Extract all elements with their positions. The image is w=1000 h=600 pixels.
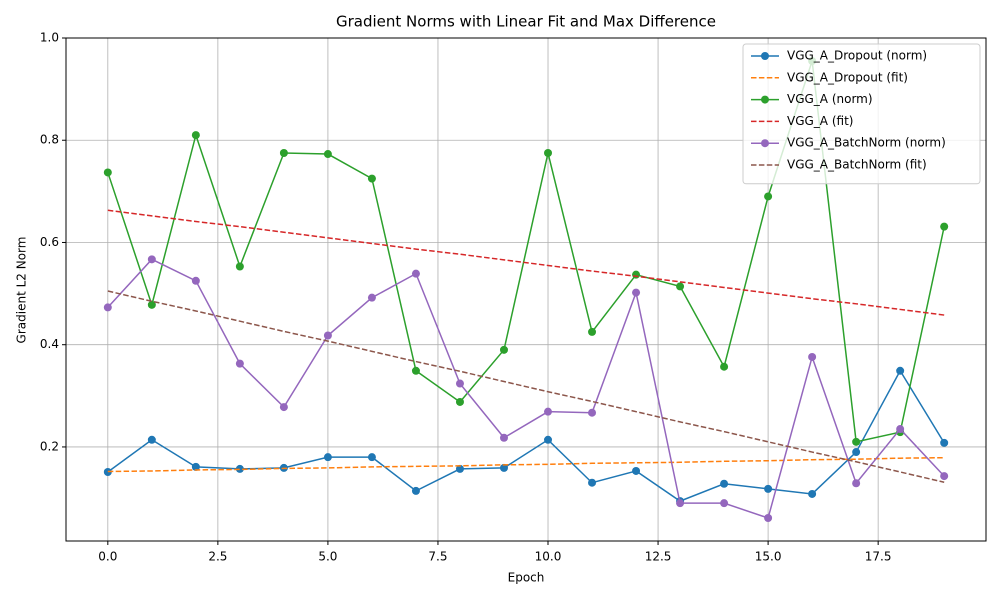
x-tick-label: 17.5 bbox=[865, 550, 892, 564]
x-tick-label: 5.0 bbox=[318, 550, 337, 564]
point bbox=[367, 293, 376, 302]
point bbox=[896, 425, 905, 434]
point bbox=[544, 149, 553, 158]
point bbox=[632, 270, 641, 279]
point bbox=[852, 479, 861, 488]
grid bbox=[62, 37, 986, 545]
y-tick-label: 0.2 bbox=[40, 439, 59, 453]
point bbox=[367, 174, 376, 183]
point bbox=[191, 131, 200, 140]
x-axis-label: Epoch bbox=[508, 571, 545, 585]
y-tick-label: 0.8 bbox=[40, 133, 59, 147]
x-tick-label: 15.0 bbox=[755, 550, 782, 564]
point bbox=[103, 303, 112, 312]
x-tick-label: 10.0 bbox=[535, 550, 562, 564]
point bbox=[940, 472, 949, 481]
series-line bbox=[107, 209, 945, 316]
y-axis-label: Gradient L2 Norm bbox=[15, 237, 29, 344]
x-tick-label: 0.0 bbox=[98, 550, 117, 564]
point bbox=[235, 464, 244, 473]
point bbox=[499, 345, 508, 354]
legend-label: VGG_A (norm) bbox=[787, 92, 873, 106]
point bbox=[632, 466, 641, 475]
point bbox=[764, 192, 773, 201]
point bbox=[455, 397, 464, 406]
point bbox=[720, 362, 729, 371]
point bbox=[720, 479, 729, 488]
point bbox=[940, 438, 949, 447]
series-line bbox=[107, 258, 945, 519]
point bbox=[588, 327, 597, 336]
point bbox=[279, 403, 288, 412]
legend-marker bbox=[761, 95, 769, 104]
legend-marker bbox=[761, 52, 769, 60]
point bbox=[632, 288, 641, 297]
point bbox=[103, 467, 112, 476]
point bbox=[323, 331, 332, 340]
legend-label: VGG_A (fit) bbox=[787, 114, 853, 128]
point bbox=[191, 462, 200, 471]
point bbox=[588, 408, 597, 417]
legend-box bbox=[742, 43, 981, 185]
point bbox=[764, 513, 773, 522]
point bbox=[852, 448, 861, 457]
axes-frame bbox=[65, 37, 987, 542]
point bbox=[411, 486, 420, 495]
point bbox=[411, 269, 420, 278]
legend-label: VGG_A_Dropout (fit) bbox=[787, 70, 908, 84]
legend: VGG_A_Dropout (norm) VGG_A_Dropout (fit) V… bbox=[742, 43, 981, 185]
series-line bbox=[107, 456, 945, 473]
point bbox=[588, 478, 597, 487]
point bbox=[455, 379, 464, 388]
point bbox=[544, 435, 553, 444]
point bbox=[191, 276, 200, 285]
legend-label: VGG_A_BatchNorm (fit) bbox=[787, 158, 927, 172]
point bbox=[676, 282, 685, 291]
point bbox=[676, 499, 685, 508]
point bbox=[720, 499, 729, 508]
point bbox=[764, 484, 773, 493]
chart-title: Gradient Norms with Linear Fit and Max D… bbox=[336, 13, 716, 31]
point bbox=[103, 168, 112, 177]
y-tick-label: 0.4 bbox=[40, 337, 59, 351]
y-tick-label: 1.0 bbox=[40, 31, 59, 45]
point bbox=[279, 149, 288, 158]
point bbox=[808, 352, 817, 361]
y-tick-label: 0.6 bbox=[40, 235, 59, 249]
point bbox=[455, 464, 464, 473]
point bbox=[808, 489, 817, 498]
legend-label: VGG_A_BatchNorm (norm) bbox=[787, 136, 946, 150]
point bbox=[940, 222, 949, 231]
x-tick-label: 12.5 bbox=[645, 550, 672, 564]
point bbox=[323, 453, 332, 462]
point bbox=[147, 435, 156, 444]
point bbox=[896, 366, 905, 375]
legend-marker bbox=[761, 139, 769, 148]
point bbox=[147, 300, 156, 309]
x-tick-label: 7.5 bbox=[428, 550, 447, 564]
point bbox=[147, 255, 156, 264]
point bbox=[544, 407, 553, 416]
point bbox=[367, 453, 376, 462]
point bbox=[323, 150, 332, 159]
point bbox=[499, 463, 508, 472]
point bbox=[852, 437, 861, 446]
legend-label: VGG_A_Dropout (norm) bbox=[787, 49, 927, 63]
x-tick-label: 2.5 bbox=[208, 550, 227, 564]
point bbox=[499, 433, 508, 442]
point bbox=[235, 359, 244, 368]
point bbox=[235, 262, 244, 271]
series-line bbox=[107, 290, 945, 483]
point bbox=[411, 366, 420, 375]
